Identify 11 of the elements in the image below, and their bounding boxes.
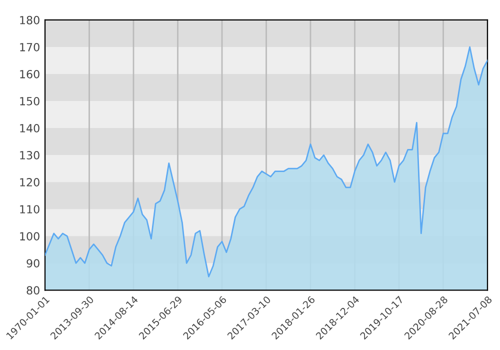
y-tick-label: 160 <box>20 70 40 78</box>
y-tick-label: 130 <box>20 151 40 160</box>
y-tick-label: 140 <box>20 124 40 132</box>
y-tick-label: 170 <box>20 42 40 52</box>
y-tick-label: 150 <box>20 96 40 106</box>
y-tick-label: 110 <box>20 205 40 214</box>
y-tick-label: 100 <box>20 232 40 240</box>
y-tick-label: 120 <box>20 178 40 186</box>
y-tick-label: 80 <box>26 286 40 295</box>
y-tick-label: 90 <box>26 259 40 268</box>
y-tick-label: 180 <box>20 16 40 24</box>
